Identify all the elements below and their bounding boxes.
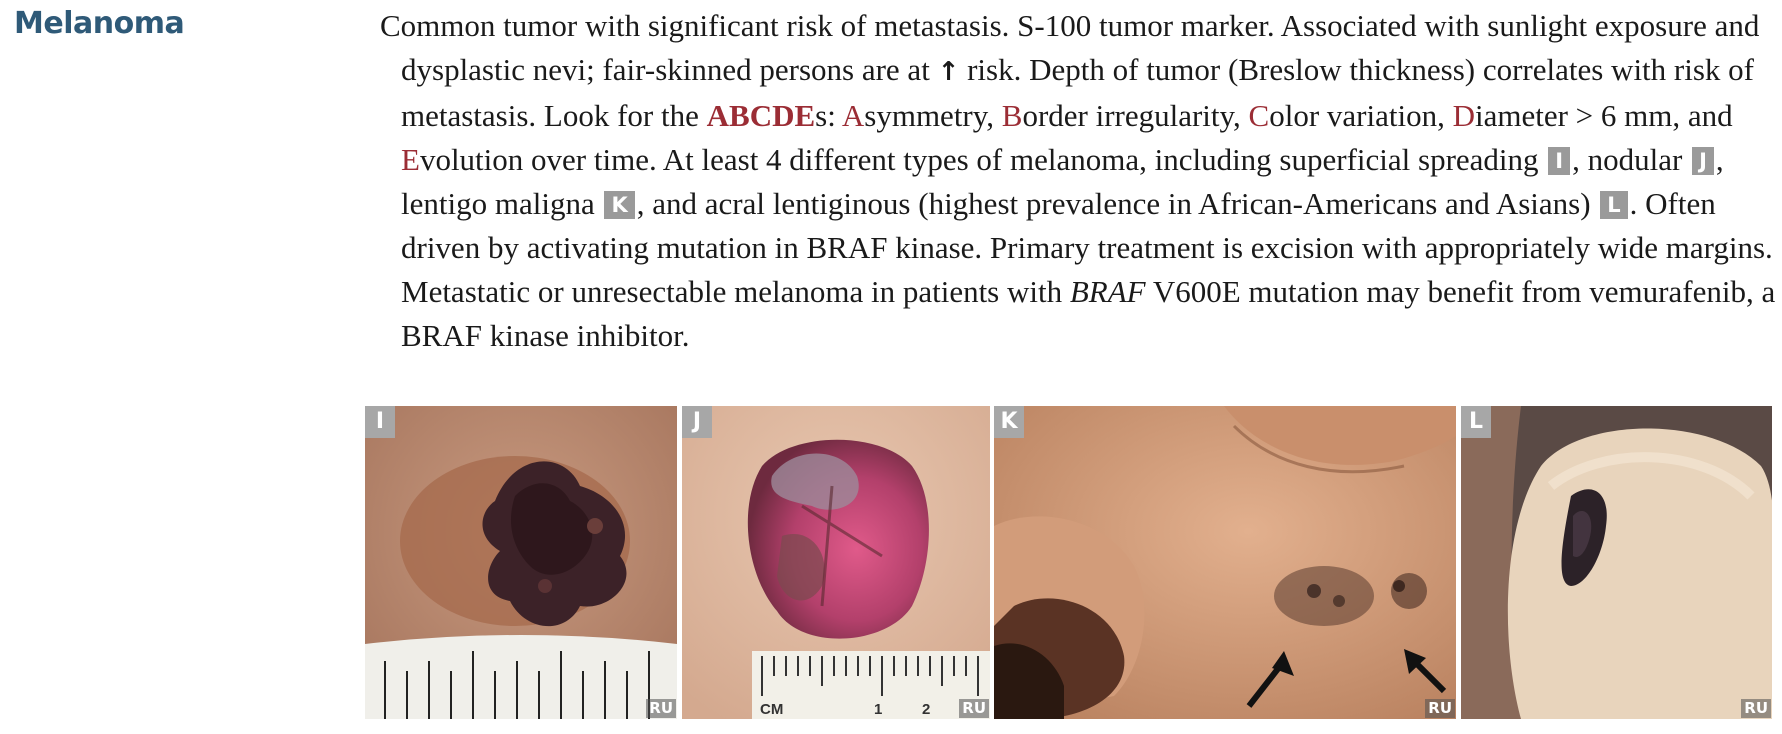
image-panel-i: I RU [365, 406, 677, 719]
description-paragraph: Common tumor with significant risk of me… [380, 4, 1782, 358]
text-run: iameter > 6 mm, and [1474, 98, 1733, 133]
text-run: order irregularity, [1022, 98, 1249, 133]
arrow-pointer-left [1246, 651, 1294, 708]
image-credit: RU [959, 699, 989, 718]
lentigo-maligna-photo [994, 406, 1456, 719]
image-panel-k: K RU [994, 406, 1456, 719]
braf-gene-italic: BRAF [1069, 274, 1146, 309]
letter-e-highlight: E [401, 142, 420, 177]
abcde-highlight: ABCDE [706, 98, 816, 133]
figure-ref-i[interactable]: I [1548, 147, 1571, 175]
text-run: , and acral lentiginous (highest prevale… [636, 186, 1599, 221]
letter-d-highlight: D [1452, 98, 1475, 133]
figure-ref-k[interactable]: K [604, 191, 635, 219]
ruler-label-cm: CM [760, 701, 783, 718]
text-run: Common tumor with significant risk of me… [380, 8, 1760, 87]
arrow-pointer-right [1404, 649, 1447, 694]
image-credit: RU [646, 699, 676, 718]
ruler-label-2: 2 [922, 701, 930, 718]
text-run: symmetry, [864, 98, 1002, 133]
figure-ref-l[interactable]: L [1600, 191, 1628, 219]
image-panel-j: CM 1 2 J RU [682, 406, 990, 719]
letter-c-highlight: C [1248, 98, 1270, 133]
panel-label-i: I [365, 406, 395, 438]
text-run: , lentigo maligna [401, 142, 1724, 221]
text-run: s: [815, 98, 842, 133]
nodular-melanoma-photo: CM 1 2 [682, 406, 990, 719]
figure-ref-j[interactable]: J [1692, 147, 1714, 175]
image-panel-l: L RU [1461, 406, 1772, 719]
up-arrow-icon: ↑ [937, 57, 960, 87]
panel-label-k: K [994, 406, 1024, 438]
letter-b-highlight: B [1001, 98, 1023, 133]
text-run: , nodular [1572, 142, 1691, 177]
superficial-spreading-melanoma-photo [365, 406, 677, 719]
panel-label-j: J [682, 406, 712, 438]
text-run: . Often driven by activating mutation in… [401, 186, 1773, 309]
image-credit: RU [1741, 699, 1771, 718]
section-heading: Melanoma [14, 6, 185, 41]
text-run: risk. Depth of tumor (Breslow thickness)… [401, 52, 1754, 133]
acral-lentiginous-melanoma-photo [1461, 406, 1772, 719]
panel-label-l: L [1461, 406, 1491, 438]
text-run: volution over time. At least 4 different… [419, 142, 1547, 177]
text-run: V600E mutation may benefit from vemurafe… [401, 274, 1776, 353]
image-credit: RU [1425, 699, 1455, 718]
ruler-label-1: 1 [874, 701, 882, 718]
letter-a-highlight: A [841, 98, 865, 133]
text-run: olor variation, [1269, 98, 1453, 133]
